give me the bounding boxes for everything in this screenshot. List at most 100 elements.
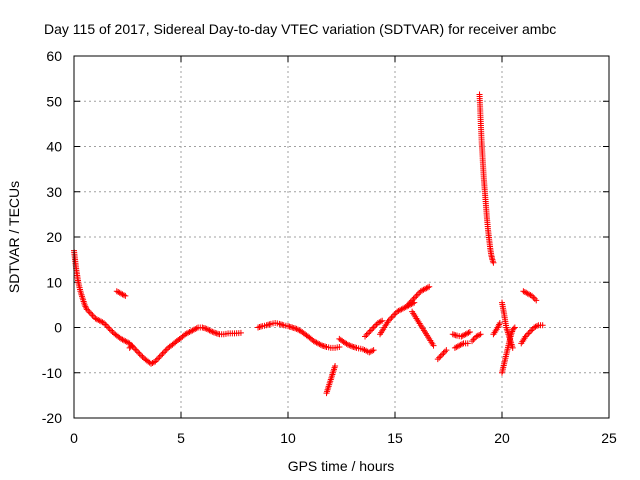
data-point bbox=[149, 359, 156, 366]
data-point bbox=[411, 294, 418, 301]
data-point bbox=[86, 309, 93, 316]
data-point bbox=[528, 327, 535, 334]
data-point bbox=[465, 329, 472, 336]
data-point bbox=[464, 340, 471, 347]
data-point bbox=[364, 330, 371, 337]
x-tick-label: 20 bbox=[494, 430, 510, 446]
data-point bbox=[122, 292, 129, 299]
data-point bbox=[207, 328, 214, 335]
y-axis-label: SDTVAR / TECUs bbox=[6, 181, 22, 293]
y-tick-label: 0 bbox=[54, 320, 62, 336]
data-point bbox=[490, 259, 497, 266]
data-point bbox=[210, 329, 217, 336]
data-point bbox=[135, 349, 142, 356]
x-tick-label: 15 bbox=[387, 430, 403, 446]
data-point bbox=[430, 342, 437, 349]
data-point bbox=[377, 318, 384, 325]
data-point bbox=[128, 342, 135, 349]
y-tick-label: 20 bbox=[46, 229, 62, 245]
x-tick-label: 10 bbox=[280, 430, 296, 446]
data-point bbox=[476, 332, 483, 339]
data-point bbox=[511, 324, 518, 331]
data-point bbox=[120, 292, 127, 299]
data-points bbox=[71, 91, 546, 397]
data-point bbox=[206, 327, 213, 334]
data-point bbox=[372, 322, 379, 329]
data-point bbox=[162, 347, 169, 354]
data-point bbox=[489, 258, 496, 265]
data-point bbox=[414, 291, 421, 298]
data-point bbox=[496, 319, 503, 326]
data-point bbox=[525, 330, 532, 337]
data-point bbox=[105, 324, 112, 331]
x-tick-label: 5 bbox=[177, 430, 185, 446]
y-tick-label: -20 bbox=[42, 410, 62, 426]
data-point bbox=[413, 292, 420, 299]
data-point bbox=[89, 312, 96, 319]
data-point bbox=[477, 331, 484, 338]
data-point bbox=[533, 297, 540, 304]
data-point bbox=[424, 284, 431, 291]
data-point bbox=[367, 348, 374, 355]
data-point bbox=[127, 343, 134, 350]
data-point bbox=[193, 325, 200, 332]
data-point bbox=[156, 353, 163, 360]
data-point bbox=[88, 310, 95, 317]
data-point bbox=[158, 352, 165, 359]
data-point bbox=[410, 295, 417, 302]
data-point bbox=[440, 350, 447, 357]
data-point bbox=[106, 326, 113, 333]
data-point bbox=[369, 347, 376, 354]
y-tick-label: 40 bbox=[46, 139, 62, 155]
data-point bbox=[388, 314, 395, 321]
grid-lines bbox=[74, 56, 609, 418]
data-point bbox=[344, 341, 351, 348]
data-point bbox=[160, 349, 167, 356]
data-point bbox=[437, 353, 444, 360]
data-point bbox=[103, 322, 110, 329]
data-point bbox=[436, 354, 443, 361]
data-point bbox=[133, 347, 140, 354]
data-point bbox=[466, 329, 473, 336]
y-tick-label: 60 bbox=[46, 48, 62, 64]
data-point bbox=[533, 322, 540, 329]
data-point bbox=[370, 324, 377, 331]
data-point bbox=[136, 350, 143, 357]
data-point bbox=[526, 329, 533, 336]
chart-title: Day 115 of 2017, Sidereal Day-to-day VTE… bbox=[44, 21, 556, 37]
data-point bbox=[209, 328, 216, 335]
x-tick-label: 25 bbox=[601, 430, 617, 446]
data-point bbox=[367, 327, 374, 334]
data-point bbox=[366, 329, 373, 336]
data-point bbox=[346, 342, 353, 349]
y-tick-label: 10 bbox=[46, 274, 62, 290]
data-point bbox=[489, 256, 496, 263]
data-point bbox=[138, 352, 145, 359]
data-point bbox=[439, 351, 446, 358]
data-point bbox=[155, 355, 162, 362]
data-point bbox=[391, 311, 398, 318]
data-point bbox=[370, 347, 377, 354]
x-tick-label: 0 bbox=[70, 430, 78, 446]
data-point bbox=[426, 283, 433, 290]
data-point bbox=[108, 327, 115, 334]
data-point bbox=[443, 347, 450, 354]
data-point bbox=[459, 341, 466, 348]
y-tick-label: -10 bbox=[42, 365, 62, 381]
x-axis-label: GPS time / hours bbox=[288, 458, 395, 474]
data-point bbox=[237, 329, 244, 336]
data-point bbox=[332, 362, 339, 369]
data-point bbox=[434, 356, 441, 363]
y-tick-label: 50 bbox=[46, 93, 62, 109]
data-point bbox=[531, 295, 538, 302]
data-point bbox=[510, 325, 517, 332]
plot-frame bbox=[73, 55, 610, 419]
data-point bbox=[369, 326, 376, 333]
data-point bbox=[389, 313, 396, 320]
data-point bbox=[470, 336, 477, 343]
data-point bbox=[363, 332, 370, 339]
data-point bbox=[159, 350, 166, 357]
data-point bbox=[539, 322, 546, 329]
data-point bbox=[336, 343, 343, 350]
